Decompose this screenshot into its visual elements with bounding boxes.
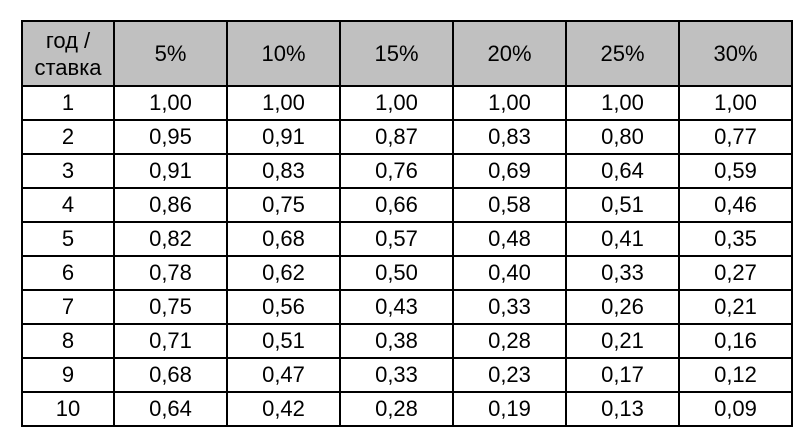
rate-header-cell: 10% (226, 20, 341, 87)
discount-factor-cell: 0,28 (452, 323, 567, 359)
discount-factor-cell: 0,21 (565, 323, 680, 359)
discount-factor-cell: 0,83 (226, 153, 341, 189)
year-cell: 9 (21, 357, 115, 393)
discount-factor-cell: 1,00 (339, 85, 454, 121)
discount-factor-cell: 0,43 (339, 289, 454, 325)
corner-header-line-year: год / (45, 27, 91, 53)
rate-header-cell: 25% (565, 20, 680, 87)
discount-factor-cell: 0,64 (565, 153, 680, 189)
discount-factor-cell: 0,33 (452, 289, 567, 325)
discount-factor-cell: 0,12 (678, 357, 793, 393)
discount-factor-cell: 0,46 (678, 187, 793, 223)
discount-factor-cell: 0,16 (678, 323, 793, 359)
discount-factor-table: год / ставка 5% 10% 15% 20% 25% 30% 1 1,0… (21, 20, 793, 427)
year-cell: 4 (21, 187, 115, 223)
table-row: 5 0,82 0,68 0,57 0,48 0,41 0,35 (21, 221, 793, 257)
discount-factor-cell: 0,56 (226, 289, 341, 325)
corner-header-cell: год / ставка (21, 20, 115, 87)
discount-factor-cell: 0,75 (226, 187, 341, 223)
discount-factor-cell: 0,21 (678, 289, 793, 325)
discount-factor-cell: 0,71 (113, 323, 228, 359)
discount-factor-cell: 0,42 (226, 391, 341, 427)
discount-factor-cell: 0,75 (113, 289, 228, 325)
year-cell: 8 (21, 323, 115, 359)
discount-factor-cell: 0,28 (339, 391, 454, 427)
table-row: 8 0,71 0,51 0,38 0,28 0,21 0,16 (21, 323, 793, 359)
discount-factor-cell: 0,40 (452, 255, 567, 291)
discount-factor-cell: 0,83 (452, 119, 567, 155)
discount-factor-cell: 0,27 (678, 255, 793, 291)
discount-factor-cell: 1,00 (226, 85, 341, 121)
discount-factor-cell: 0,09 (678, 391, 793, 427)
discount-factor-cell: 0,17 (565, 357, 680, 393)
discount-factor-cell: 0,87 (339, 119, 454, 155)
discount-factor-cell: 0,33 (565, 255, 680, 291)
discount-factor-cell: 0,82 (113, 221, 228, 257)
year-cell: 6 (21, 255, 115, 291)
rate-header-cell: 5% (113, 20, 228, 87)
discount-factor-cell: 0,51 (565, 187, 680, 223)
discount-factor-cell: 0,76 (339, 153, 454, 189)
discount-factor-cell: 0,26 (565, 289, 680, 325)
year-cell: 7 (21, 289, 115, 325)
discount-factor-cell: 0,77 (678, 119, 793, 155)
year-cell: 10 (21, 391, 115, 427)
header-row: год / ставка 5% 10% 15% 20% 25% 30% (21, 20, 793, 87)
table-row: 1 1,00 1,00 1,00 1,00 1,00 1,00 (21, 85, 793, 121)
discount-factor-cell: 0,19 (452, 391, 567, 427)
table-row: 7 0,75 0,56 0,43 0,33 0,26 0,21 (21, 289, 793, 325)
rate-header-cell: 30% (678, 20, 793, 87)
discount-factor-cell: 0,33 (339, 357, 454, 393)
discount-factor-cell: 1,00 (678, 85, 793, 121)
discount-factor-cell: 0,47 (226, 357, 341, 393)
discount-factor-cell: 0,66 (339, 187, 454, 223)
discount-factor-cell: 0,78 (113, 255, 228, 291)
table-row: 6 0,78 0,62 0,50 0,40 0,33 0,27 (21, 255, 793, 291)
discount-factor-cell: 0,58 (452, 187, 567, 223)
rate-header-cell: 20% (452, 20, 567, 87)
discount-factor-cell: 0,35 (678, 221, 793, 257)
table-row: 10 0,64 0,42 0,28 0,19 0,13 0,09 (21, 391, 793, 427)
table-row: 3 0,91 0,83 0,76 0,69 0,64 0,59 (21, 153, 793, 189)
discount-factor-cell: 0,68 (226, 221, 341, 257)
year-cell: 3 (21, 153, 115, 189)
discount-factor-cell: 0,69 (452, 153, 567, 189)
discount-factor-cell: 0,48 (452, 221, 567, 257)
table-body: 1 1,00 1,00 1,00 1,00 1,00 1,00 2 0,95 0,91 0,87 0,… (21, 85, 793, 427)
discount-factor-cell: 0,50 (339, 255, 454, 291)
year-cell: 2 (21, 119, 115, 155)
discount-factor-cell: 0,13 (565, 391, 680, 427)
table-row: 4 0,86 0,75 0,66 0,58 0,51 0,46 (21, 187, 793, 223)
discount-factor-cell: 0,23 (452, 357, 567, 393)
discount-factor-cell: 0,38 (339, 323, 454, 359)
discount-factor-cell: 0,59 (678, 153, 793, 189)
discount-factor-cell: 0,91 (113, 153, 228, 189)
discount-factor-table-wrapper: год / ставка 5% 10% 15% 20% 25% 30% 1 1,0… (21, 20, 793, 427)
table-header: год / ставка 5% 10% 15% 20% 25% 30% (21, 20, 793, 87)
discount-factor-cell: 0,62 (226, 255, 341, 291)
rate-header-cell: 15% (339, 20, 454, 87)
discount-factor-cell: 0,91 (226, 119, 341, 155)
discount-factor-cell: 0,64 (113, 391, 228, 427)
year-cell: 5 (21, 221, 115, 257)
corner-header-line-rate: ставка (34, 54, 102, 80)
discount-factor-cell: 0,68 (113, 357, 228, 393)
discount-factor-cell: 0,57 (339, 221, 454, 257)
table-row: 9 0,68 0,47 0,33 0,23 0,17 0,12 (21, 357, 793, 393)
table-row: 2 0,95 0,91 0,87 0,83 0,80 0,77 (21, 119, 793, 155)
discount-factor-cell: 0,51 (226, 323, 341, 359)
discount-factor-cell: 0,95 (113, 119, 228, 155)
discount-factor-cell: 1,00 (565, 85, 680, 121)
discount-factor-cell: 0,41 (565, 221, 680, 257)
discount-factor-cell: 0,80 (565, 119, 680, 155)
discount-factor-cell: 1,00 (113, 85, 228, 121)
discount-factor-cell: 1,00 (452, 85, 567, 121)
discount-factor-cell: 0,86 (113, 187, 228, 223)
year-cell: 1 (21, 85, 115, 121)
